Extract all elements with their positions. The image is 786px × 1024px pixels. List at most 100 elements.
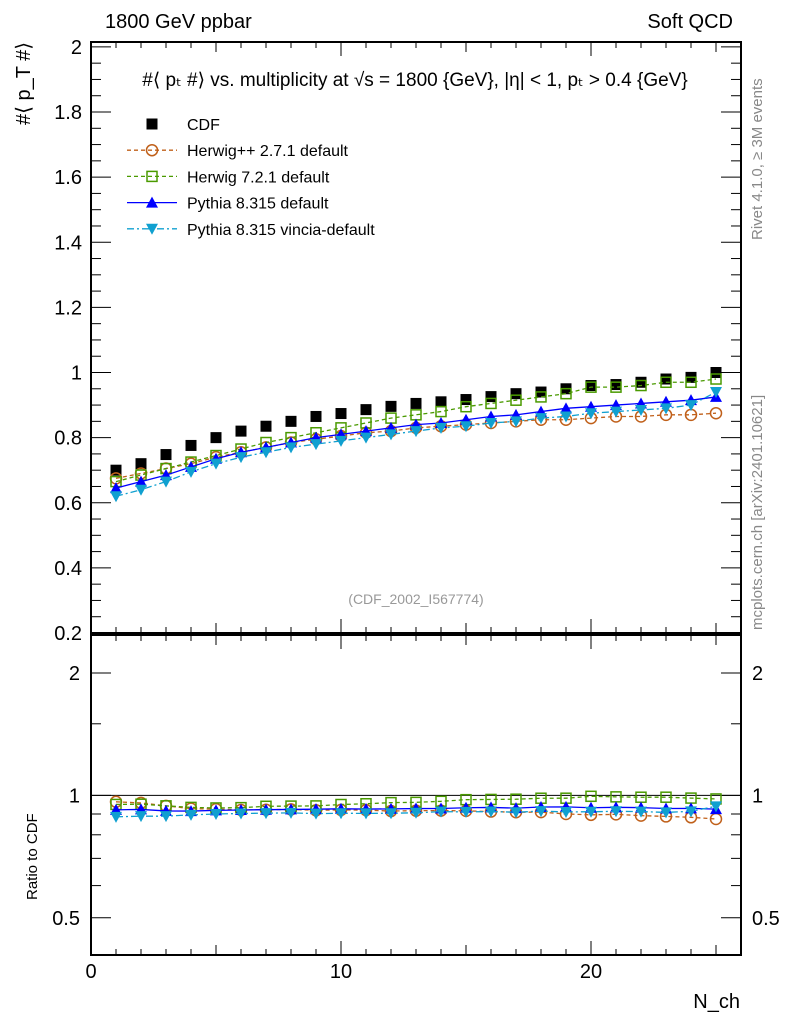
ratio-tick-label: 0.5 [52, 908, 80, 930]
series-4-point [310, 439, 322, 451]
series-4-ratio-point [310, 808, 322, 820]
series-4-ratio-point [160, 811, 172, 823]
series-4-point [135, 484, 147, 496]
series-4-ratio-point [260, 808, 272, 820]
x-tick-label: 0 [85, 961, 96, 983]
side-label-top: Rivet 4.1.0, ≥ 3M events [749, 78, 766, 240]
series-4-point [335, 435, 347, 447]
side-label-bottom: mcplots.cern.ch [arXiv:2401.10621] [749, 395, 766, 630]
series-0-point [210, 432, 222, 444]
ratio-tick-label-right: 2 [752, 663, 763, 685]
series-4-ratio-point [660, 807, 672, 819]
legend-marker [145, 143, 159, 157]
legend-marker [146, 118, 158, 130]
series-4-point [360, 432, 372, 444]
series-2-point [660, 376, 672, 389]
analysis-id: (CDF_2002_I567774) [348, 591, 483, 607]
series-4-ratio-point [685, 806, 697, 818]
series-4-ratio-point [110, 811, 122, 823]
series-0-point [510, 388, 522, 400]
series-0-point [585, 380, 597, 392]
series-4-ratio-point [360, 808, 372, 820]
series-0-point [710, 367, 722, 379]
y-tick-label: 1.8 [54, 102, 82, 124]
series-2-point [585, 381, 597, 393]
series-4-ratio-point [710, 801, 722, 813]
series-0-point [135, 458, 147, 470]
series-2-point [485, 397, 497, 410]
series-2-point [560, 387, 572, 400]
legend-marker [146, 170, 158, 183]
series-4-ratio-point [210, 808, 222, 820]
series-4-point [385, 429, 397, 441]
series-0-point [385, 400, 397, 412]
plot-title: #⟨ pₜ #⟩ vs. multiplicity at √s = 1800 {… [142, 70, 687, 91]
series-4-point [110, 491, 122, 503]
series-2-ratio-point [660, 791, 672, 803]
series-4-ratio-point [635, 806, 647, 818]
series-0-point [335, 408, 347, 420]
series-4-ratio-point [535, 806, 547, 818]
series-4-ratio-point [485, 806, 497, 818]
y-tick-label: 1.6 [54, 167, 82, 189]
x-tick-label: 20 [580, 961, 602, 983]
series-4-ratio-point [435, 806, 447, 818]
series-4-ratio-point [385, 808, 397, 820]
series-2-point [460, 400, 472, 413]
series-3-point [110, 482, 122, 494]
header-left: 1800 GeV ppbar [105, 11, 252, 33]
y-tick-label: 1.2 [54, 297, 82, 319]
series-4-ratio-point [585, 806, 597, 818]
series-4-point [660, 403, 672, 415]
ratio-tick-label-right: 1 [752, 785, 763, 807]
y-tick-label: 2 [71, 37, 82, 59]
ratio-ylabel: Ratio to CDF [24, 813, 41, 900]
series-3-line [115, 396, 717, 489]
series-4-point [435, 422, 447, 434]
series-0-point [110, 464, 122, 476]
series-0-point [660, 373, 672, 385]
legend-label: Pythia 8.315 default [187, 196, 329, 213]
series-4-point [560, 411, 572, 423]
series-0-point [485, 391, 497, 403]
legend-marker [146, 223, 158, 235]
series-4-point [460, 421, 472, 433]
series-0-point [235, 425, 247, 437]
series-3-point [560, 402, 572, 414]
series-2-point [610, 381, 622, 393]
y-tick-label: 1 [71, 363, 82, 385]
y-tick-label: 0.6 [54, 493, 82, 515]
series-4-point [585, 408, 597, 420]
series-2-point [685, 376, 697, 389]
series-4-point [510, 416, 522, 428]
series-4-point [635, 404, 647, 416]
series-4-ratio-point [460, 806, 472, 818]
series-4-ratio-point [135, 811, 147, 823]
y-axis-label: #⟨ p_T #⟩ [13, 42, 35, 125]
series-4-ratio-point [185, 809, 197, 821]
series-4-ratio-point [335, 808, 347, 820]
series-4-point [710, 387, 722, 399]
y-tick-label: 0.2 [54, 623, 82, 645]
series-4-point [235, 452, 247, 464]
legend-label: CDF [187, 117, 220, 134]
series-4-point [160, 476, 172, 488]
ratio-tick-label: 1 [69, 785, 80, 807]
legend-marker [146, 196, 158, 208]
series-1-point [709, 406, 723, 420]
series-4-ratio-point [610, 806, 622, 818]
x-axis-label: N_ch [693, 991, 740, 1013]
series-4-point [535, 413, 547, 425]
series-4-point [485, 417, 497, 429]
series-4-ratio-point [510, 807, 522, 819]
series-2-ratio-point [585, 790, 597, 803]
series-0-point [610, 379, 622, 391]
series-4-point [260, 447, 272, 459]
legend-label: Herwig++ 2.7.1 default [187, 143, 349, 160]
series-0-point [435, 396, 447, 408]
series-2-point [535, 391, 547, 403]
series-4-ratio-point [410, 807, 422, 819]
series-4-point [285, 442, 297, 454]
series-0-point [360, 404, 372, 416]
series-4-point [410, 426, 422, 438]
